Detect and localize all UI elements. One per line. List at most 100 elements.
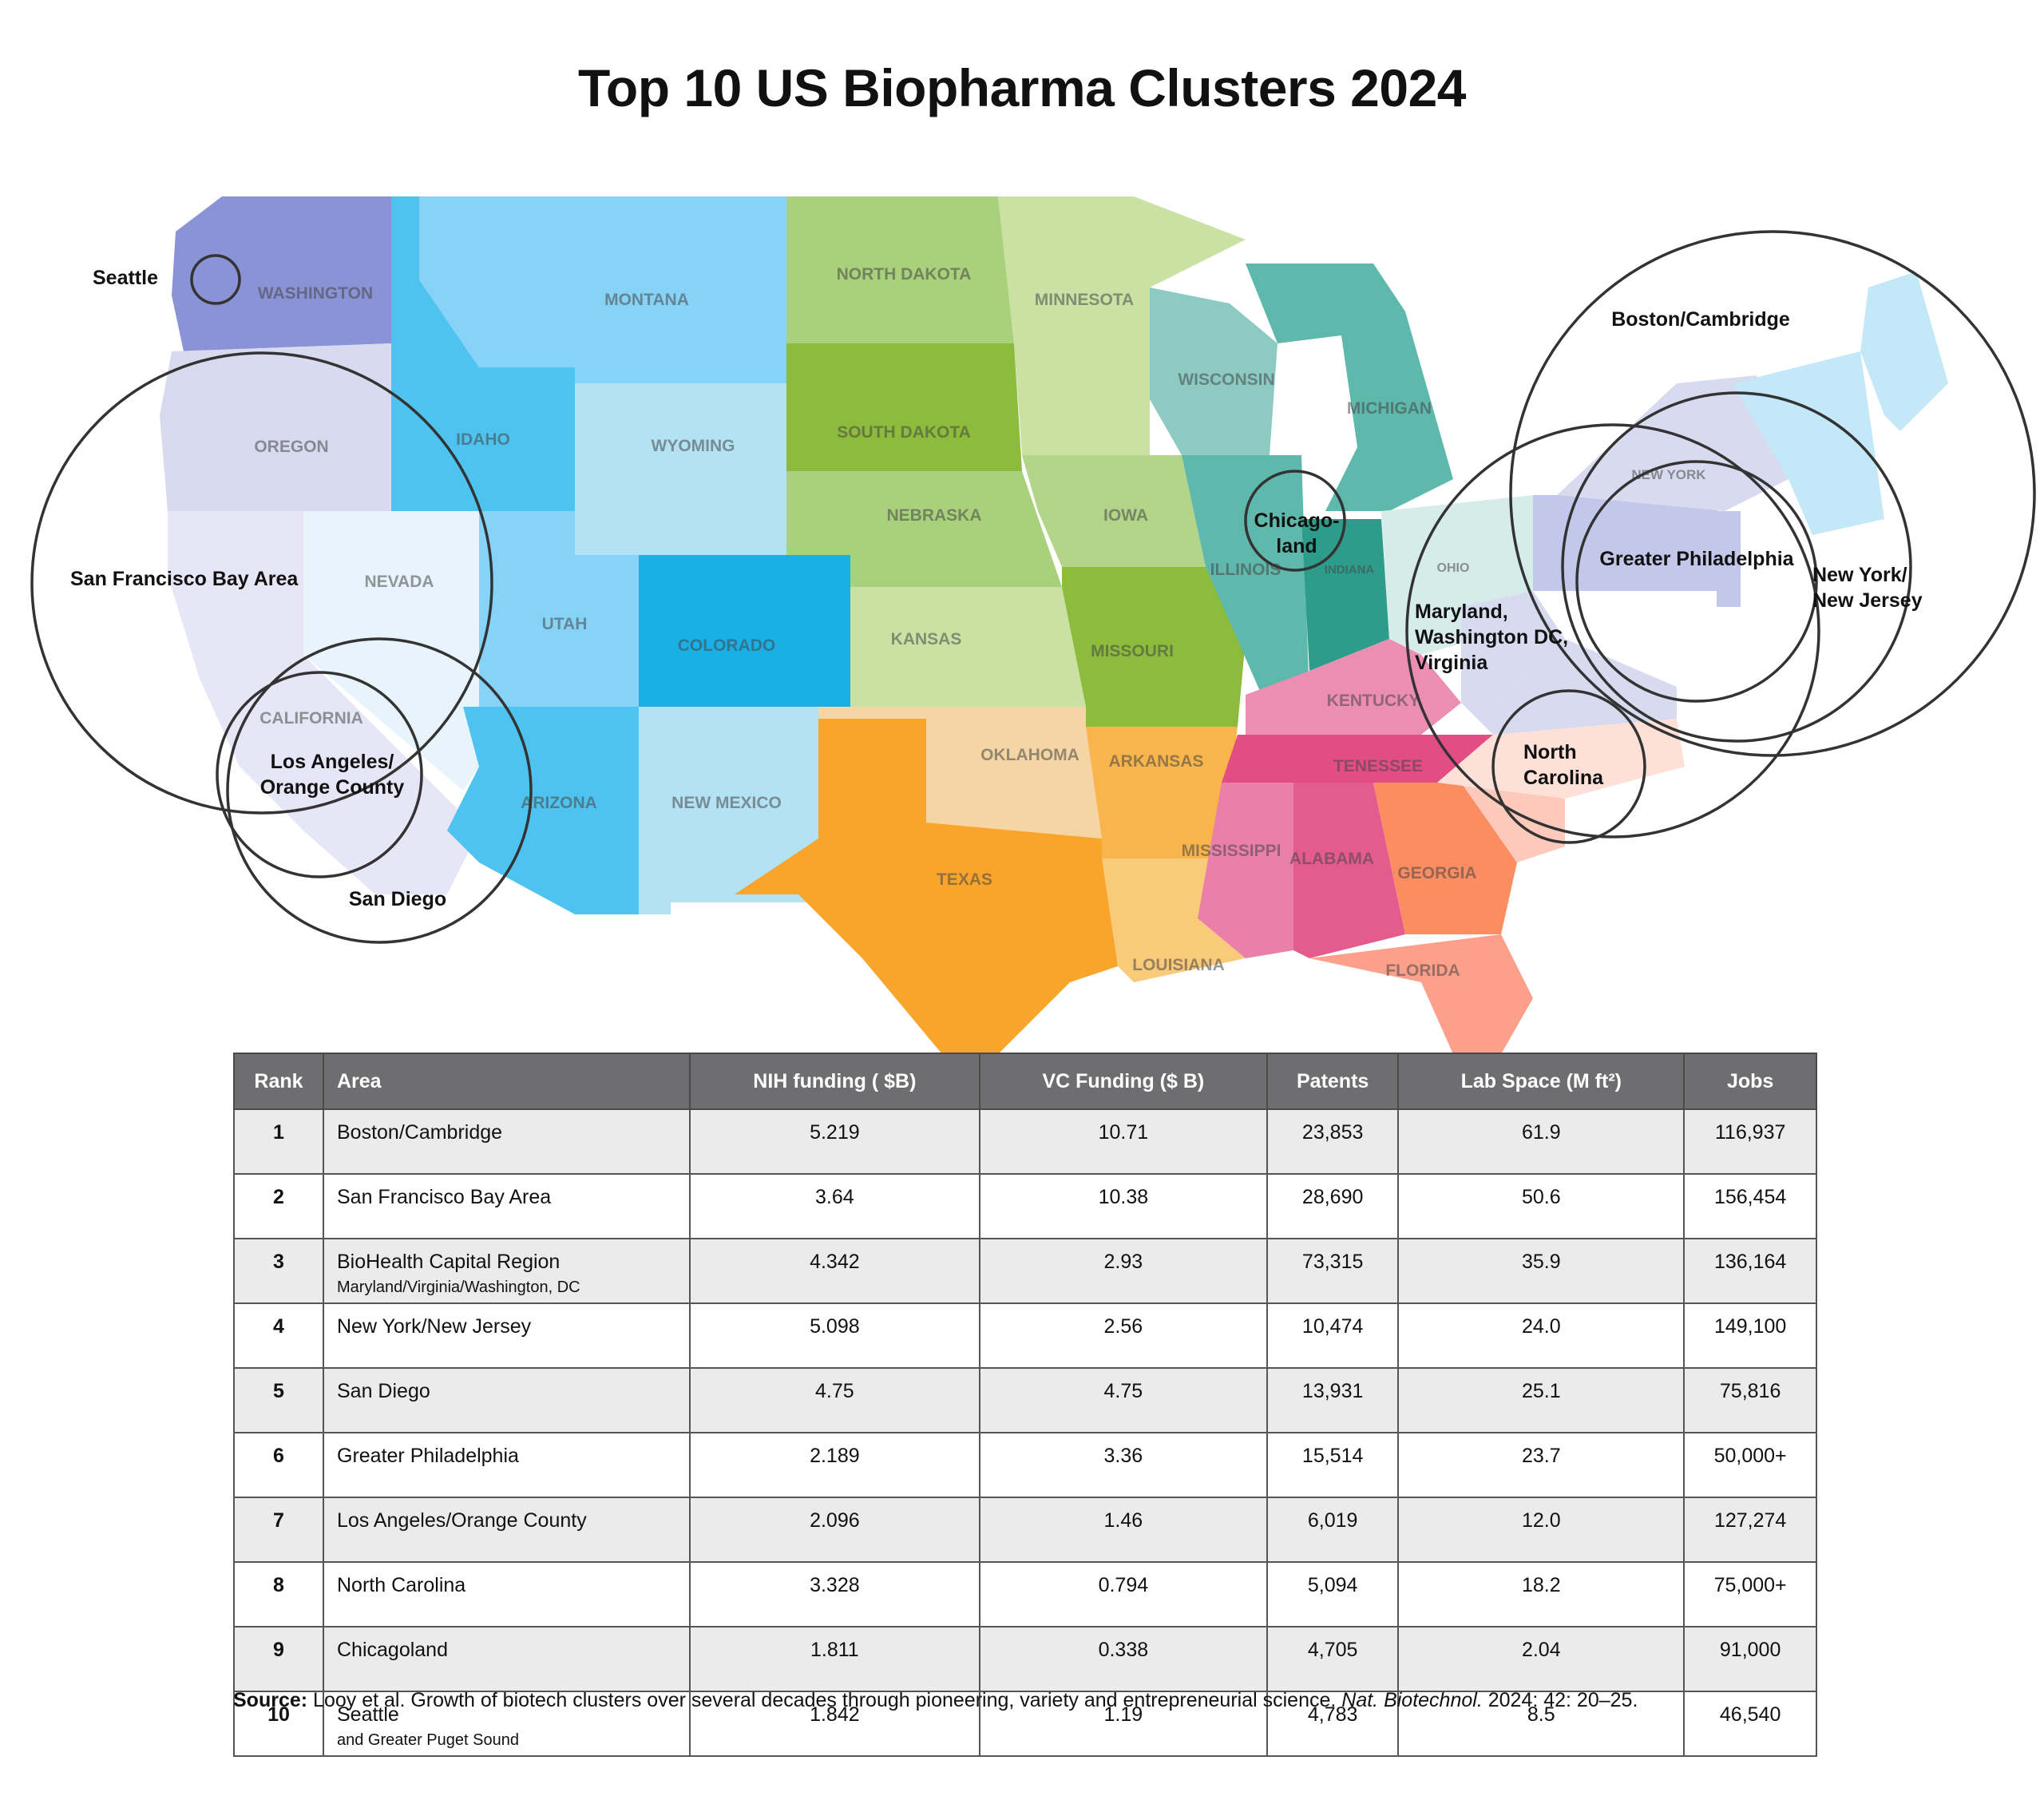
source-label: Source:: [233, 1689, 308, 1711]
svg-text:OKLAHOMA: OKLAHOMA: [980, 746, 1079, 764]
state-nebraska: [786, 471, 1062, 587]
header-rank: Rank: [233, 1053, 324, 1110]
state-mississippi: [1198, 783, 1293, 958]
source-citation: Source: Looy et al. Growth of biotech cl…: [233, 1689, 1638, 1711]
svg-text:UTAH: UTAH: [542, 615, 588, 633]
state-arkansas: [1086, 727, 1238, 858]
page-title: Top 10 US Biopharma Clusters 2024: [578, 58, 1466, 117]
state-oklahoma: [818, 707, 1102, 839]
svg-text:WASHINGTON: WASHINGTON: [258, 284, 373, 303]
svg-text:TEXAS: TEXAS: [937, 870, 992, 889]
state-utah: [479, 511, 639, 707]
state-montana: [419, 196, 786, 383]
table-row: 9 Chicagoland 1.811 0.338 4,705 2.04 91,…: [233, 1626, 1817, 1692]
svg-text:OHIO: OHIO: [1437, 561, 1470, 575]
header-area: Area: [323, 1053, 691, 1110]
svg-text:MINNESOTA: MINNESOTA: [1035, 291, 1134, 309]
state-illinois: [1182, 455, 1309, 703]
state-westvirginia: [1461, 591, 1565, 703]
clusters-table: Rank Area NIH funding ( $B) VC Funding (…: [233, 1053, 1817, 1757]
cluster-label-chicago: Chicago-: [1254, 509, 1340, 532]
table-row: 5 San Diego 4.75 4.75 13,931 25.1 75,816: [233, 1367, 1817, 1433]
state-southdakota: [786, 343, 1022, 471]
cluster-label-boston: Boston/Cambridge: [1611, 308, 1790, 331]
state-missouri: [1062, 567, 1246, 727]
svg-text:NEBRASKA: NEBRASKA: [886, 506, 981, 525]
state-northdakota: [786, 196, 1014, 343]
state-newjersey: [1717, 511, 1741, 607]
svg-text:ARIZONA: ARIZONA: [521, 794, 597, 812]
state-maine: [1860, 272, 1948, 431]
svg-text:ILLINOIS: ILLINOIS: [1210, 561, 1281, 579]
svg-text:IDAHO: IDAHO: [456, 430, 510, 449]
svg-text:CALIFORNIA: CALIFORNIA: [259, 709, 363, 728]
table-header-row: Rank Area NIH funding ( $B) VC Funding (…: [233, 1053, 1817, 1110]
cluster-label-nynj: New York/: [1812, 564, 1907, 586]
cluster-ring-ny-nj: [1561, 391, 1912, 743]
header-nih: NIH funding ( $B): [689, 1053, 980, 1110]
state-florida: [1309, 934, 1533, 1054]
svg-text:NEVADA: NEVADA: [364, 573, 434, 591]
svg-text:Washington DC,: Washington DC,: [1415, 626, 1568, 648]
cluster-ring-boston: [1509, 230, 2036, 757]
svg-text:IOWA: IOWA: [1103, 506, 1148, 525]
cluster-ring-sf-bay-area: [30, 351, 493, 815]
svg-text:WISCONSIN: WISCONSIN: [1178, 371, 1274, 389]
state-michigan: [1246, 264, 1453, 511]
state-california: [168, 511, 479, 894]
state-virginia: [1461, 639, 1677, 735]
header-lab: Lab Space (M ft²): [1397, 1053, 1686, 1110]
cluster-label-philly: Greater Philadelphia: [1599, 548, 1794, 570]
cluster-label-nc: North: [1523, 741, 1577, 763]
cluster-ring-philadelphia: [1575, 460, 1818, 703]
svg-text:New Jersey: New Jersey: [1812, 589, 1923, 612]
state-alabama: [1293, 783, 1405, 958]
svg-text:COLORADO: COLORADO: [678, 636, 776, 655]
header-vc: VC Funding ($ B): [978, 1053, 1268, 1110]
journal-name: Nat. Biotechnol.: [1341, 1689, 1483, 1711]
table-row: 6 Greater Philadelphia 2.189 3.36 15,514…: [233, 1432, 1817, 1498]
svg-text:land: land: [1276, 535, 1317, 557]
svg-text:ALABAMA: ALABAMA: [1289, 850, 1374, 868]
svg-text:MISSISSIPPI: MISSISSIPPI: [1182, 842, 1281, 860]
cluster-ring-seattle: [190, 254, 241, 305]
cluster-ring-north-carolina: [1491, 689, 1646, 844]
svg-text:Orange County: Orange County: [260, 776, 405, 799]
state-newyork: [1557, 375, 1788, 511]
state-washington: [172, 196, 391, 351]
state-tennessee: [1222, 735, 1493, 783]
cluster-ring-md-dc-va: [1405, 423, 1820, 839]
svg-text:FLORIDA: FLORIDA: [1385, 961, 1460, 980]
table-row: 2 San Francisco Bay Area 3.64 10.38 28,6…: [233, 1173, 1817, 1239]
cluster-ring-san-diego: [226, 637, 533, 944]
cluster-label-sandiego: San Diego: [349, 888, 446, 910]
svg-text:Virginia: Virginia: [1415, 652, 1488, 674]
state-texas: [735, 719, 1118, 1054]
svg-text:TENESSEE: TENESSEE: [1333, 757, 1423, 775]
svg-text:OREGON: OREGON: [254, 438, 328, 456]
state-pennsylvania: [1533, 495, 1725, 591]
svg-text:LOUISIANA: LOUISIANA: [1132, 956, 1225, 974]
svg-text:INDIANA: INDIANA: [1325, 563, 1375, 577]
us-map: WASHINGTON OREGON NEVADA CALIFORNIA IDAH…: [0, 156, 2044, 1058]
cluster-ring-la-oc: [216, 671, 423, 878]
state-arizona: [447, 707, 639, 914]
header-jobs: Jobs: [1683, 1053, 1817, 1110]
svg-text:WYOMING: WYOMING: [652, 437, 735, 455]
table-row: 8 North Carolina 3.328 0.794 5,094 18.2 …: [233, 1561, 1817, 1628]
svg-text:NORTH DAKOTA: NORTH DAKOTA: [837, 265, 972, 283]
svg-text:KENTUCKY: KENTUCKY: [1327, 692, 1420, 710]
table-row: 1 Boston/Cambridge 5.219 10.71 23,853 61…: [233, 1108, 1817, 1175]
svg-text:SOUTH DAKOTA: SOUTH DAKOTA: [837, 423, 971, 442]
state-oregon: [160, 343, 391, 511]
svg-text:MISSOURI: MISSOURI: [1091, 642, 1174, 660]
svg-text:GEORGIA: GEORGIA: [1397, 864, 1476, 882]
state-kentucky: [1246, 639, 1461, 735]
table-row: 4 New York/New Jersey 5.098 2.56 10,474 …: [233, 1302, 1817, 1369]
table-row: 3 BioHealth Capital Region Maryland/Virgi…: [233, 1238, 1817, 1304]
state-newmexico: [639, 707, 818, 914]
cluster-label-md: Maryland,: [1415, 601, 1508, 623]
cluster-label-la: Los Angeles/: [271, 751, 394, 773]
state-iowa: [1022, 455, 1206, 567]
area-subtitle: and Greater Puget Sound: [337, 1731, 519, 1749]
